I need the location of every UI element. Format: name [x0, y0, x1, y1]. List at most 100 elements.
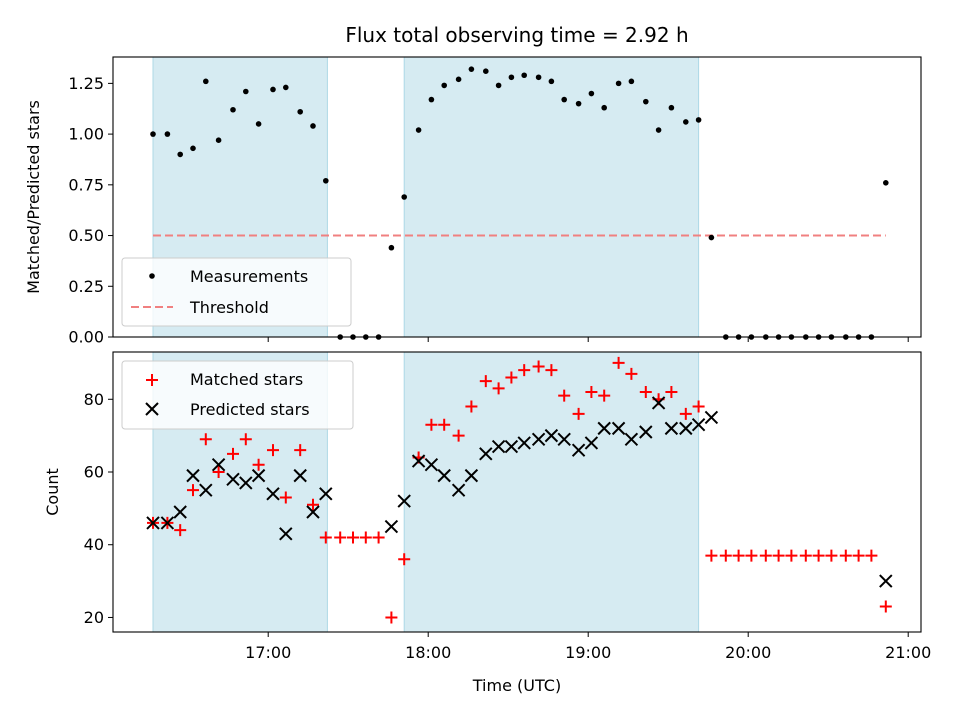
matched-star-point: [852, 549, 865, 562]
matched-star-point: [639, 386, 652, 398]
measurement-point: [588, 90, 595, 97]
measurement-point: [230, 106, 236, 113]
measurement-point: [708, 234, 715, 241]
legend-predicted-marker: [145, 402, 159, 416]
predicted-star-point: [651, 396, 666, 410]
matched-star-point: [732, 549, 745, 562]
predicted-star-point: [451, 483, 466, 497]
top-ytick-label-1: 0.25: [68, 277, 104, 296]
measurement-point: [441, 82, 448, 89]
predicted-star-point: [679, 421, 693, 436]
predicted-star-point: [173, 505, 187, 519]
matched-star-point: [199, 433, 212, 446]
legend-predicted-label: Predicted stars: [190, 400, 310, 419]
bottom-legend: Matched stars Predicted stars: [121, 360, 354, 430]
measurement-point: [883, 179, 889, 186]
predicted-star-point: [279, 527, 293, 541]
legend-matched-label: Matched stars: [190, 370, 303, 389]
matched-star-point: [799, 549, 812, 562]
matched-star-point: [334, 531, 347, 544]
top-ytick-label-3: 0.75: [68, 175, 104, 194]
bottom-ytick-label-2: 60: [84, 463, 104, 482]
top-ytick-label-2: 0.50: [68, 226, 104, 245]
predicted-star-point: [437, 468, 451, 483]
matched-star-point: [294, 444, 307, 457]
predicted-star-point: [597, 421, 611, 436]
predicted-star-point: [611, 421, 626, 436]
predicted-star-point: [544, 428, 559, 443]
bottom-xtick-label-4: 21:00: [885, 643, 931, 662]
matched-star-point: [385, 611, 398, 624]
predicted-star-point: [691, 418, 706, 432]
matched-star-point: [692, 400, 705, 413]
matched-star-point: [425, 418, 438, 431]
measurement-point: [243, 88, 249, 95]
measurement-point: [655, 127, 662, 133]
matched-stars-points: [147, 356, 892, 624]
matched-star-point: [532, 360, 545, 373]
top-shaded-span-1: [403, 56, 700, 338]
measurement-point: [628, 78, 635, 85]
matched-star-point: [719, 549, 732, 562]
measurement-point: [270, 86, 276, 93]
predicted-star-point: [306, 505, 320, 519]
predicted-star-point: [319, 487, 333, 501]
predicted-star-point: [211, 458, 226, 472]
measurement-point: [508, 74, 515, 81]
top-x-ticks: [267, 337, 909, 342]
predicted-star-point: [639, 425, 653, 439]
matched-star-point: [772, 549, 785, 562]
matched-star-point: [187, 484, 199, 497]
matched-star-point: [679, 407, 692, 420]
predicted-star-point: [199, 483, 213, 497]
bottom-xtick-label-3: 20:00: [725, 643, 771, 662]
matched-star-point: [307, 498, 319, 511]
bottom-y-axis-label: Count: [43, 468, 62, 516]
matched-star-point: [252, 458, 265, 471]
measurement-point: [521, 72, 527, 79]
predicted-star-point: [160, 516, 175, 530]
bottom-xtick-label-0: 17:00: [245, 643, 291, 662]
measurement-point: [255, 121, 262, 127]
matched-star-point: [865, 549, 878, 562]
x-axis-label: Time (UTC): [472, 676, 561, 695]
matched-star-point: [825, 549, 838, 562]
matched-star-point: [372, 531, 385, 544]
measurement-point: [297, 108, 304, 115]
predicted-star-point: [186, 468, 200, 483]
matched-star-point: [398, 553, 411, 566]
matched-star-point: [879, 600, 892, 613]
matched-star-point: [347, 531, 359, 544]
predicted-star-point: [704, 410, 719, 425]
legend-measurements-label: Measurements: [190, 267, 308, 286]
matched-star-point: [239, 433, 252, 446]
bottom-ytick-label-1: 40: [84, 535, 104, 554]
bottom-y-axis: 20 40 60 80: [84, 390, 113, 627]
top-axes-frame: [112, 56, 922, 338]
measurement-point: [428, 96, 435, 103]
measurement-point: [310, 123, 316, 129]
measurement-point: [575, 100, 582, 107]
predicted-star-point: [424, 458, 439, 472]
matched-star-point: [545, 364, 558, 377]
measurement-point: [548, 78, 555, 85]
predicted-star-point: [531, 432, 546, 446]
measurement-point: [561, 96, 567, 103]
measurement-point: [177, 151, 183, 158]
matched-star-point: [174, 524, 187, 537]
matched-star-point: [465, 400, 478, 413]
predicted-star-point: [479, 447, 493, 461]
matched-star-point: [558, 389, 571, 402]
predicted-star-point: [624, 432, 639, 446]
predicted-star-point: [664, 421, 679, 436]
predicted-star-point: [504, 439, 519, 454]
matched-star-point: [505, 371, 518, 384]
measurement-point: [203, 78, 209, 85]
measurement-point: [535, 74, 542, 81]
top-y-axis-label: Matched/Predicted stars: [24, 100, 43, 294]
predicted-star-point: [517, 436, 531, 450]
chart-title: Flux total observing time = 2.92 h: [345, 23, 688, 47]
measurement-point: [643, 98, 649, 105]
matched-star-point: [479, 375, 492, 388]
